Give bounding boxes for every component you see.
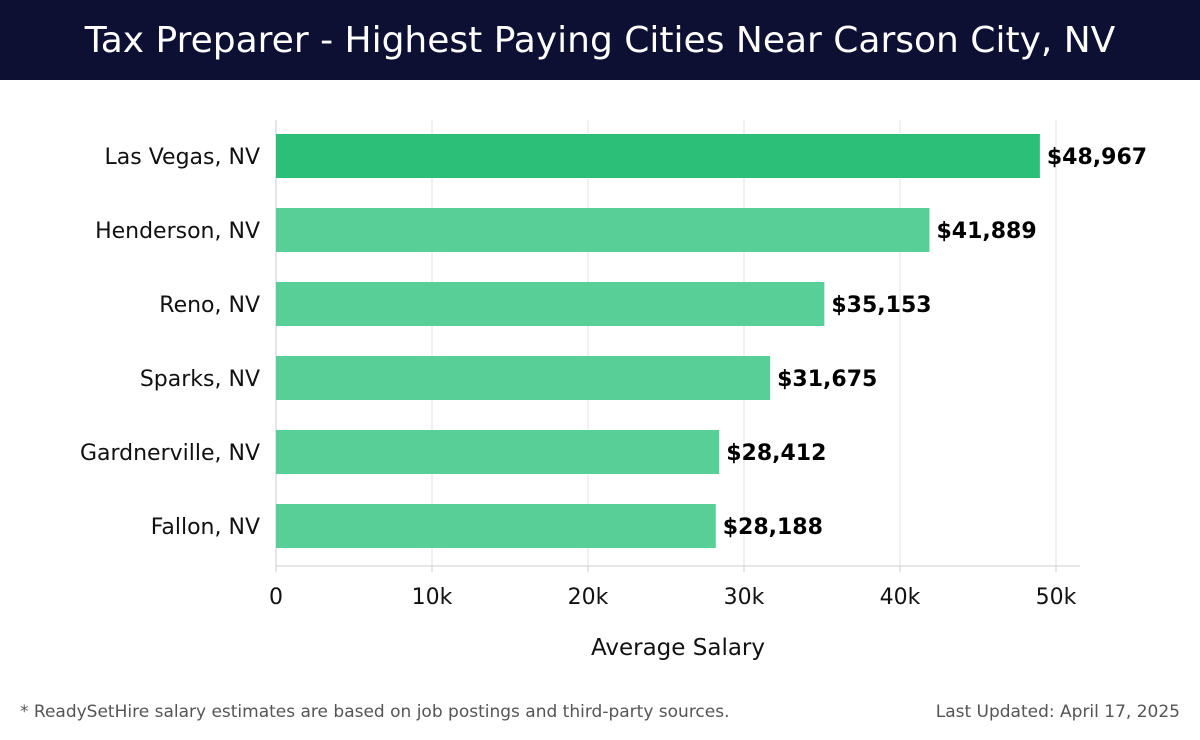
- last-updated: Last Updated: April 17, 2025: [935, 702, 1180, 722]
- value-label: $31,675: [777, 367, 877, 392]
- x-tick-label: 20k: [568, 585, 609, 610]
- category-label: Henderson, NV: [95, 219, 260, 244]
- bar: [276, 504, 716, 548]
- bar: [276, 356, 771, 400]
- chart-title: Tax Preparer - Highest Paying Cities Nea…: [84, 19, 1116, 61]
- x-axis-title: Average Salary: [591, 635, 765, 661]
- bar: [276, 134, 1040, 178]
- value-label: $28,412: [726, 441, 826, 466]
- x-tick-label: 0: [269, 585, 283, 610]
- source-footnote: * ReadySetHire salary estimates are base…: [20, 702, 730, 722]
- x-tick-label: 10k: [412, 585, 453, 610]
- bar: [276, 430, 720, 474]
- bar: [276, 282, 825, 326]
- x-tick-label: 50k: [1036, 585, 1077, 610]
- x-tick-label: 40k: [880, 585, 921, 610]
- value-label: $41,889: [936, 219, 1036, 244]
- chart-footer: * ReadySetHire salary estimates are base…: [0, 700, 1200, 726]
- category-label: Gardnerville, NV: [80, 441, 260, 466]
- value-label: $48,967: [1047, 145, 1147, 170]
- category-label: Fallon, NV: [151, 515, 260, 540]
- x-tick-label: 30k: [724, 585, 765, 610]
- salary-bar-chart: 0 10k 20k 30k 40k 50k Las Vegas, NV $48,967 Hend…: [80, 120, 1147, 661]
- value-label: $35,153: [831, 293, 931, 318]
- category-label: Sparks, NV: [140, 367, 260, 392]
- chart-header: Tax Preparer - Highest Paying Cities Nea…: [0, 0, 1200, 80]
- value-label: $28,188: [723, 515, 823, 540]
- category-label: Reno, NV: [159, 293, 260, 318]
- bar: [276, 208, 930, 252]
- category-label: Las Vegas, NV: [105, 145, 260, 170]
